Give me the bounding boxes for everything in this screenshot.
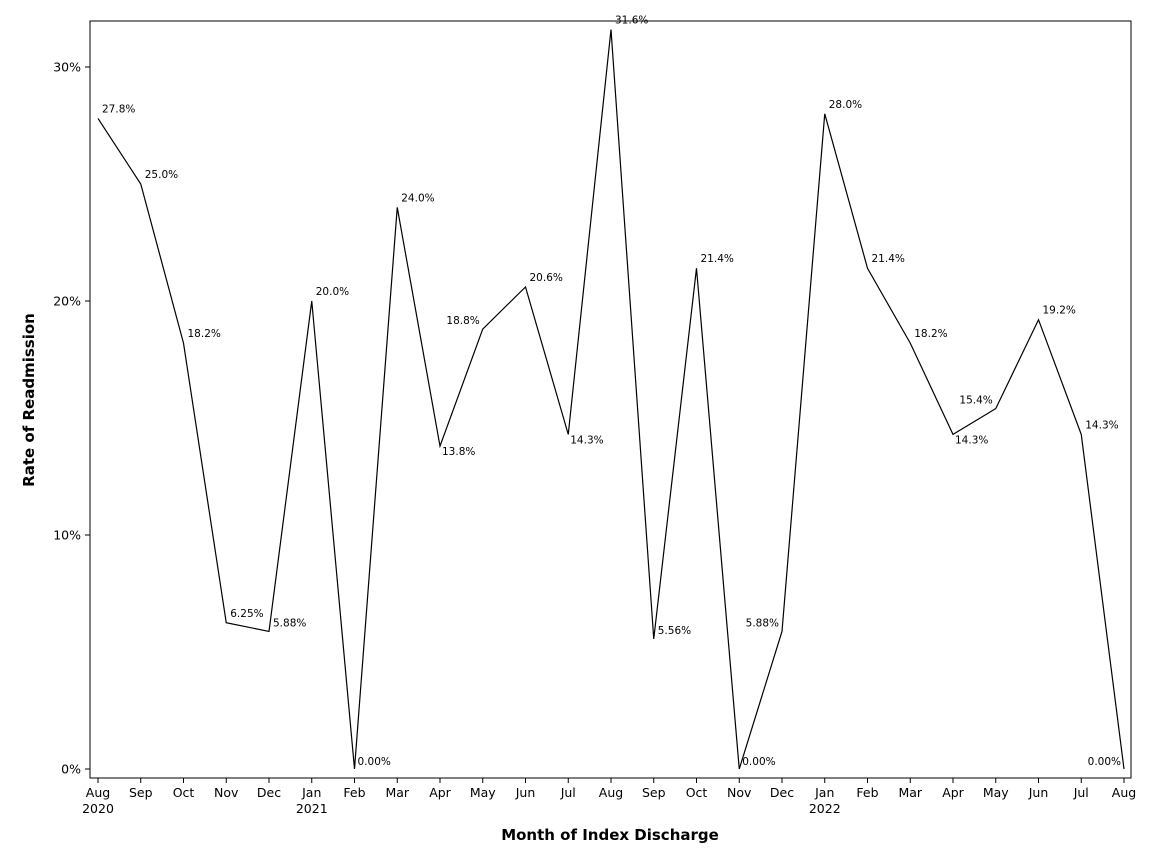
- y-axis-title: Rate of Readmission: [20, 313, 38, 487]
- x-tick-label: Apr: [942, 785, 964, 800]
- series-line: [97, 29, 1125, 770]
- x-tick-label: Jan: [814, 785, 834, 800]
- x-tick-label: Aug: [599, 785, 623, 800]
- data-label: 13.8%: [442, 446, 475, 458]
- x-year-label: 2022: [809, 801, 841, 816]
- x-year-label: 2021: [296, 801, 328, 816]
- x-tick-label: Nov: [214, 785, 239, 800]
- y-tick-label: 0%: [61, 762, 81, 777]
- x-tick-label: Aug: [1112, 785, 1136, 800]
- data-label: 20.0%: [316, 286, 349, 298]
- data-label: 21.4%: [701, 253, 734, 265]
- data-label: 14.3%: [570, 434, 603, 446]
- x-tick-label: Feb: [856, 785, 878, 800]
- x-tick-label: Dec: [257, 785, 281, 800]
- x-tick-label: Nov: [727, 785, 752, 800]
- x-tick-label: Oct: [686, 785, 708, 800]
- data-labels: 27.8% 25.0% 18.2% 6.25% 5.88% 20.0% 0.00% 24.0%…: [102, 15, 1121, 768]
- x-tick-label: Jul: [1073, 785, 1089, 800]
- x-tick-label: Feb: [343, 785, 365, 800]
- data-label: 18.2%: [188, 328, 221, 340]
- x-axis-title: Month of Index Discharge: [501, 826, 719, 844]
- y-tick-label: 30%: [53, 60, 81, 75]
- x-year-label: 2020: [82, 801, 114, 816]
- data-label: 14.3%: [1085, 419, 1118, 431]
- x-tick-label: Jan: [301, 785, 321, 800]
- x-tick-label: Jul: [560, 785, 576, 800]
- data-label: 18.8%: [446, 315, 479, 327]
- data-label: 0.00%: [742, 756, 775, 768]
- x-tick-label: Mar: [898, 785, 922, 800]
- data-label: 31.6%: [615, 15, 648, 27]
- data-label: 5.88%: [273, 617, 306, 629]
- x-tick-label: Sep: [642, 785, 666, 800]
- x-tick-label: Apr: [429, 785, 451, 800]
- data-label: 21.4%: [872, 253, 905, 265]
- data-label: 15.4%: [959, 395, 992, 407]
- data-label: 0.00%: [1088, 756, 1121, 768]
- x-tick-label: Sep: [129, 785, 153, 800]
- x-tick-label: Aug: [86, 785, 110, 800]
- data-label: 20.6%: [530, 272, 563, 284]
- data-label: 14.3%: [955, 434, 988, 446]
- data-label: 25.0%: [145, 169, 178, 181]
- y-tick-label: 20%: [53, 294, 81, 309]
- x-tick-label: May: [470, 785, 496, 800]
- x-tick-label: Jun: [515, 785, 536, 800]
- x-tick-label: Dec: [770, 785, 794, 800]
- data-label: 18.2%: [914, 328, 947, 340]
- data-label: 5.88%: [746, 617, 779, 629]
- y-tick-label: 10%: [53, 528, 81, 543]
- data-label: 0.00%: [358, 756, 391, 768]
- data-label: 6.25%: [230, 608, 263, 620]
- data-label: 5.56%: [658, 625, 691, 637]
- data-label: 19.2%: [1043, 305, 1076, 317]
- data-label: 24.0%: [401, 192, 434, 204]
- data-label: 27.8%: [102, 103, 135, 115]
- x-tick-label: Oct: [173, 785, 195, 800]
- y-axis: 0% 10% 20% 30%: [53, 60, 90, 777]
- x-tick-label: May: [983, 785, 1009, 800]
- x-tick-label: Jun: [1028, 785, 1049, 800]
- data-label: 28.0%: [829, 99, 862, 111]
- x-tick-label: Mar: [385, 785, 409, 800]
